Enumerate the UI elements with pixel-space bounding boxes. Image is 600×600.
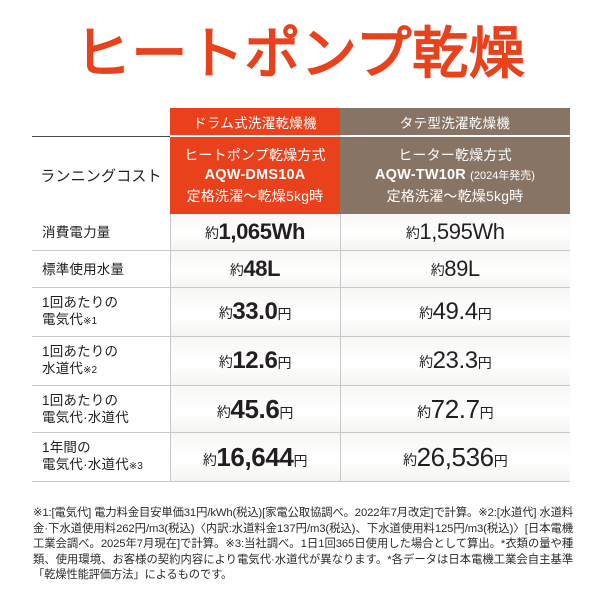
value-number: 23.3 [432,347,479,374]
value-unit: L [267,256,281,281]
value-cell-drum: 約16,644円 [169,432,340,482]
column-header-tate: タテ型洗濯乾燥機 [340,108,570,136]
value-unit: 円 [493,452,508,469]
value-number: 45.6 [230,393,280,424]
column-header-drum: ドラム式洗濯乾燥機 [170,108,340,136]
value-unit: 円 [477,306,492,322]
table-header-row: ドラム式洗濯乾燥機 タテ型洗濯乾燥機 [32,108,570,137]
spec-tate-model-name: AQW-TW10R [375,166,466,183]
row-label: 1回あたりの 電気代·水道代 [32,385,170,433]
spec-drum-model-name: AQW-DMS10A [204,166,306,183]
value-unit: 円 [479,404,494,421]
value-number: 1,595 [419,219,473,244]
approx-prefix: 約 [229,262,244,278]
table-body: 消費電力量 約1,065Wh 約1,595Wh 標準使用水量 約48L 約89L 1回あたり… [32,214,570,482]
value-unit: 円 [293,452,308,469]
approx-prefix: 約 [218,305,233,321]
table-row: 標準使用水量 約48L 約89L [32,250,570,288]
approx-prefix: 約 [202,451,217,468]
row-label-line1: 1回あたりの [42,393,119,408]
value-unit: L [467,256,480,281]
value-number: 48 [243,256,268,281]
row-label-line2: 電気代·水道代※3 [42,457,143,472]
value-number: 72.7 [430,393,480,424]
value-cell-drum: 約12.6円 [169,336,340,386]
table-row: 1回あたりの 電気代※1 約33.0円 約49.4円 [32,287,570,337]
spec-tate-condition: 定格洗濯～乾燥5kg時 [386,187,524,204]
value-cell-tate: 約49.4円 [339,287,570,337]
spec-tate-model-note: (2024年発売) [470,169,535,182]
row-label: 1年間の電気代·水道代※3 [32,432,170,482]
row-label-line2: 電気代·水道代 [42,410,129,425]
value-cell-tate: 約1,595Wh [339,214,570,251]
footnotes: ※1:[電気代] 電力料金目安単価31円/kWh(税込)[家電公取協調べ。202… [33,507,573,582]
value-cell-tate: 約89L [339,250,570,288]
running-cost-table: ドラム式洗濯乾燥機 タテ型洗濯乾燥機 ランニングコスト ヒートポンプ乾燥方式 A… [32,108,570,482]
approx-prefix: 約 [205,225,219,241]
value-unit: Wh [271,219,306,244]
spec-drum-condition: 定格洗濯～乾燥5kg時 [186,187,324,204]
table-row: 1回あたりの 電気代·水道代 約45.6円 約72.7円 [32,385,570,433]
value-cell-drum: 約45.6円 [169,385,340,433]
row-label: 1回あたりの 電気代※1 [32,287,170,337]
row-label-footnote-marker: ※1 [83,316,98,327]
table-row: 1回あたりの 水道代※2 約12.6円 約23.3円 [32,336,570,386]
value-number: 49.4 [432,298,479,325]
value-cell-tate: 約23.3円 [339,336,570,386]
approx-prefix: 約 [218,354,233,370]
approx-prefix: 約 [419,354,433,370]
row-label-line2: 水道代※2 [42,361,98,376]
row-label: 標準使用水量 [32,250,170,288]
spec-cell-tate: ヒーター乾燥方式 AQW-TW10R (2024年発売) 定格洗濯～乾燥5kg時 [340,135,570,214]
page-title: ヒートポンプ乾燥 [74,22,526,85]
row-label-line1: 1回あたりの [42,344,119,359]
row-label: 1回あたりの 水道代※2 [32,336,170,386]
approx-prefix: 約 [419,305,433,321]
spec-tate-model: AQW-TW10R (2024年発売) [340,165,570,186]
value-number: 26,536 [416,441,495,472]
approx-prefix: 約 [403,451,417,468]
value-cell-drum: 約33.0円 [169,287,340,337]
approx-prefix: 約 [430,262,445,278]
row-label-running-cost: ランニングコスト [32,136,170,214]
value-number: 1,065 [218,219,272,244]
value-number: 89 [444,256,468,281]
row-label: 消費電力量 [32,214,170,251]
value-unit: 円 [477,355,492,371]
row-label-line1: 1回あたりの [42,295,119,310]
row-label-line1: 標準使用水量 [42,261,125,277]
row-label-footnote-marker: ※2 [83,365,98,376]
row-label-footnote-marker: ※3 [128,461,143,472]
spec-cell-drum: ヒートポンプ乾燥方式 AQW-DMS10A 定格洗濯～乾燥5kg時 [170,135,340,214]
approx-prefix: 約 [216,403,231,420]
value-unit: 円 [277,355,292,371]
approx-prefix: 約 [405,225,420,241]
value-cell-tate: 約26,536円 [339,432,570,482]
value-number: 33.0 [232,298,278,325]
row-label-line1: 消費電力量 [42,224,111,240]
value-unit: 円 [277,306,292,322]
value-number: 16,644 [216,441,294,472]
value-cell-drum: 約48L [169,250,340,288]
approx-prefix: 約 [417,403,431,420]
value-number: 12.6 [232,347,278,374]
value-cell-tate: 約72.7円 [339,385,570,433]
spec-drum-method: ヒートポンプ乾燥方式 [184,146,326,163]
row-label-line2: 電気代※1 [42,312,98,327]
spec-drum-model: AQW-DMS10A [170,165,340,186]
value-cell-drum: 約1,065Wh [169,214,340,251]
header-blank-cell [32,108,170,137]
row-label-line1: 1年間の [42,440,91,455]
spec-row: ランニングコスト ヒートポンプ乾燥方式 AQW-DMS10A 定格洗濯～乾燥5k… [32,135,570,214]
value-unit: 円 [279,404,294,421]
value-unit: Wh [472,219,505,244]
table-row: 1年間の 電気代·水道代※3 約16,644円 約26,536円 [32,432,570,482]
spec-tate-method: ヒーター乾燥方式 [398,146,512,163]
table-row: 消費電力量 約1,065Wh 約1,595Wh [32,214,570,251]
